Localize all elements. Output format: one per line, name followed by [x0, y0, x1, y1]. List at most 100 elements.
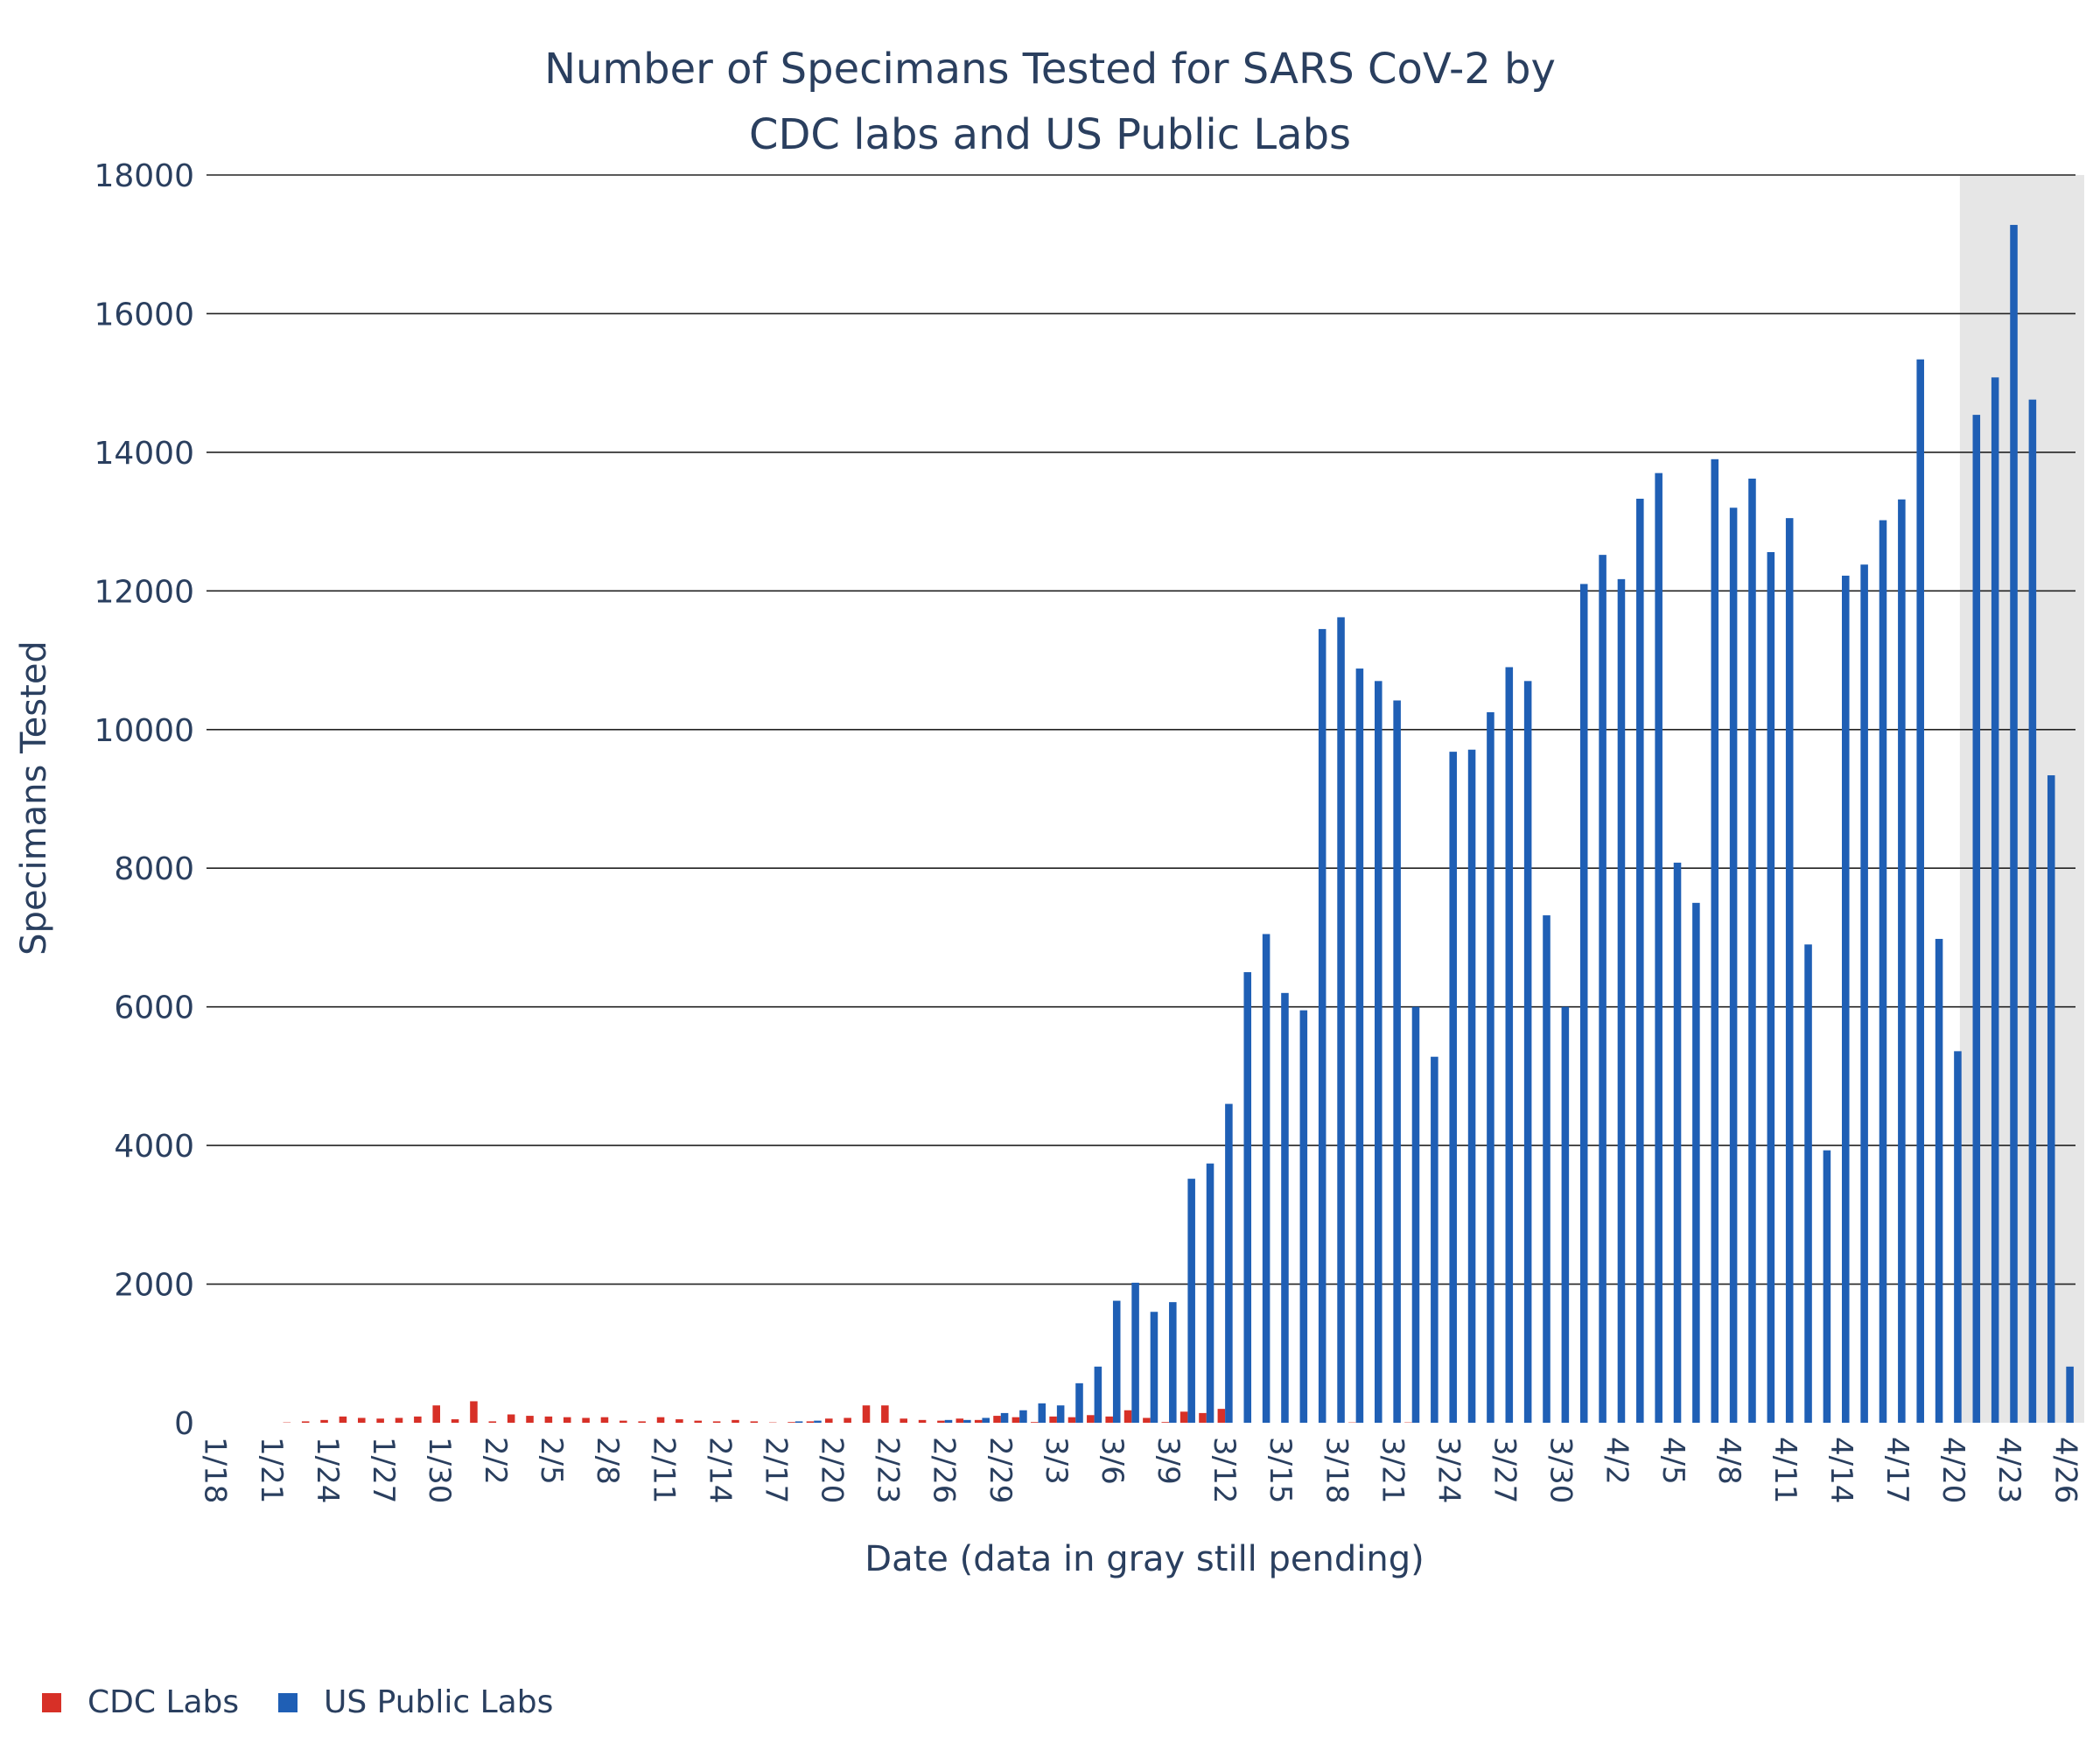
- pending-data-region: [1959, 175, 2084, 1423]
- bar-cdc-labs-2-18: [788, 1422, 795, 1423]
- bar-us-public-labs-3-12: [1225, 1103, 1233, 1423]
- bar-cdc-labs-2-29: [993, 1416, 1001, 1423]
- bar-us-public-labs-3-17: [1318, 628, 1326, 1423]
- legend: CDC Labs US Public Labs: [42, 1684, 553, 1720]
- bar-us-public-labs-4-7: [1711, 458, 1719, 1424]
- legend-label-cdc-labs[interactable]: CDC Labs: [88, 1684, 239, 1720]
- bar-cdc-labs-2-26: [937, 1420, 945, 1423]
- bar-cdc-labs-2-3: [507, 1414, 515, 1423]
- x-tick-label: 4/20: [1936, 1437, 1970, 1503]
- gridlines: [206, 174, 2076, 1285]
- bar-cdc-labs-2-22: [862, 1405, 871, 1423]
- bar-cdc-labs-2-4: [526, 1416, 534, 1423]
- x-tick-label: 3/3: [1039, 1437, 1074, 1485]
- bar-us-public-labs-3-21: [1393, 700, 1401, 1423]
- bar-us-public-labs-3-9: [1169, 1302, 1177, 1423]
- bar-cdc-labs-2-24: [900, 1418, 907, 1423]
- bar-cdc-labs-1-27: [376, 1418, 384, 1423]
- bar-cdc-labs-1-25: [339, 1416, 347, 1423]
- bar-cdc-labs-2-23: [881, 1405, 889, 1423]
- legend-swatch-us-public-labs[interactable]: [278, 1693, 298, 1712]
- bar-us-public-labs-4-16: [1879, 520, 1887, 1424]
- x-tick-label: 2/2: [478, 1437, 513, 1485]
- bar-cdc-labs-3-4: [1068, 1417, 1076, 1423]
- bar-us-public-labs-3-23: [1431, 1056, 1438, 1423]
- x-tick-label: 3/27: [1488, 1437, 1522, 1503]
- y-tick-label: 4000: [114, 1129, 194, 1165]
- bar-cdc-labs-2-28: [974, 1419, 983, 1423]
- bar-us-public-labs-4-21: [1972, 415, 1981, 1423]
- bar-us-public-labs-3-19: [1355, 668, 1364, 1423]
- bar-us-public-labs-3-18: [1337, 617, 1345, 1423]
- bar-cdc-labs-3-7: [1124, 1410, 1132, 1423]
- bar-us-public-labs-3-1: [1019, 1410, 1027, 1423]
- bar-cdc-labs-3-2: [1030, 1422, 1039, 1423]
- bar-cdc-labs-1-30: [432, 1405, 440, 1423]
- bar-us-public-labs-4-13: [1823, 1150, 1831, 1423]
- bar-cdc-labs-1-28: [395, 1418, 403, 1423]
- x-tick-label: 2/14: [702, 1437, 737, 1503]
- bar-us-public-labs-2-19: [814, 1420, 822, 1423]
- x-tick-label: 3/24: [1431, 1437, 1466, 1503]
- bar-us-public-labs-3-11: [1206, 1163, 1214, 1423]
- bar-cdc-labs-2-10: [638, 1421, 646, 1423]
- x-tick-label: 2/8: [590, 1437, 625, 1485]
- bar-cdc-labs-2-5: [544, 1416, 553, 1423]
- bar-us-public-labs-3-28: [1523, 681, 1532, 1423]
- bar-cdc-labs-2-6: [563, 1417, 571, 1423]
- x-tick-label: 4/5: [1656, 1437, 1690, 1485]
- bar-us-public-labs-4-17: [1898, 499, 1906, 1423]
- x-tick-label: 4/17: [1880, 1437, 1914, 1503]
- x-tick-label: 2/11: [646, 1437, 681, 1503]
- bar-cdc-labs-2-27: [956, 1418, 964, 1423]
- bar-cdc-labs-3-6: [1105, 1416, 1113, 1423]
- bar-us-public-labs-4-8: [1729, 508, 1738, 1424]
- x-tick-label: 4/23: [1992, 1437, 2026, 1503]
- bar-cdc-labs-1-31: [451, 1419, 459, 1423]
- bar-cdc-labs-2-1: [470, 1401, 478, 1423]
- x-tick-label: 3/18: [1319, 1437, 1354, 1503]
- bar-us-public-labs-4-20: [1954, 1051, 1962, 1423]
- bar-us-public-labs-3-31: [1579, 584, 1588, 1423]
- legend-swatch-cdc-labs[interactable]: [42, 1693, 61, 1712]
- bar-us-public-labs-3-8: [1150, 1312, 1158, 1423]
- bar-us-public-labs-4-12: [1804, 944, 1812, 1423]
- bar-us-public-labs-3-4: [1075, 1382, 1083, 1423]
- bar-us-public-labs-2-29: [1000, 1412, 1009, 1423]
- bars: [283, 225, 2074, 1424]
- y-tick-label: 8000: [114, 851, 194, 887]
- x-tick-label: 3/21: [1375, 1437, 1410, 1503]
- legend-label-us-public-labs[interactable]: US Public Labs: [324, 1684, 553, 1720]
- bar-us-public-labs-3-30: [1561, 1006, 1570, 1423]
- x-tick-label: 4/11: [1768, 1437, 1802, 1503]
- x-tick-label: 1/21: [254, 1437, 289, 1503]
- bar-us-public-labs-4-22: [1991, 377, 1999, 1424]
- bar-cdc-labs-2-8: [600, 1417, 609, 1423]
- bar-us-public-labs-2-26: [944, 1419, 953, 1423]
- bar-us-public-labs-4-5: [1673, 862, 1682, 1423]
- bar-cdc-labs-2-20: [825, 1418, 833, 1423]
- x-tick-label: 2/29: [983, 1437, 1018, 1503]
- x-axis-ticks: 1/18 1/21 1/24 1/27 1/30 2/2 2/5 2/8 2/11 2/14 2/1…: [198, 1437, 2083, 1503]
- bar-us-public-labs-4-18: [1916, 359, 1924, 1424]
- bar-cdc-labs-3-9: [1161, 1422, 1170, 1423]
- x-tick-label: 3/30: [1544, 1437, 1578, 1503]
- bar-cdc-labs-3-11: [1199, 1412, 1207, 1423]
- bar-cdc-labs-2-9: [620, 1420, 627, 1423]
- bar-us-public-labs-4-11: [1785, 518, 1794, 1423]
- x-tick-label: 2/20: [815, 1437, 850, 1503]
- y-tick-label: 6000: [114, 990, 194, 1026]
- x-tick-label: 2/23: [871, 1437, 906, 1503]
- bar-us-public-labs-3-15: [1281, 992, 1289, 1423]
- bar-cdc-labs-2-7: [582, 1418, 590, 1423]
- x-tick-label: 3/15: [1263, 1437, 1298, 1503]
- bar-us-public-labs-4-2: [1617, 578, 1626, 1423]
- bar-us-public-labs-2-28: [982, 1418, 990, 1423]
- x-tick-label: 1/27: [366, 1437, 401, 1503]
- bar-us-public-labs-4-3: [1636, 498, 1644, 1423]
- x-tick-label: 4/2: [1600, 1437, 1634, 1485]
- x-tick-label: 2/17: [758, 1437, 793, 1503]
- x-tick-label: 3/6: [1095, 1437, 1130, 1485]
- bar-cdc-labs-2-13: [694, 1420, 703, 1423]
- bar-us-public-labs-4-19: [1935, 939, 1943, 1423]
